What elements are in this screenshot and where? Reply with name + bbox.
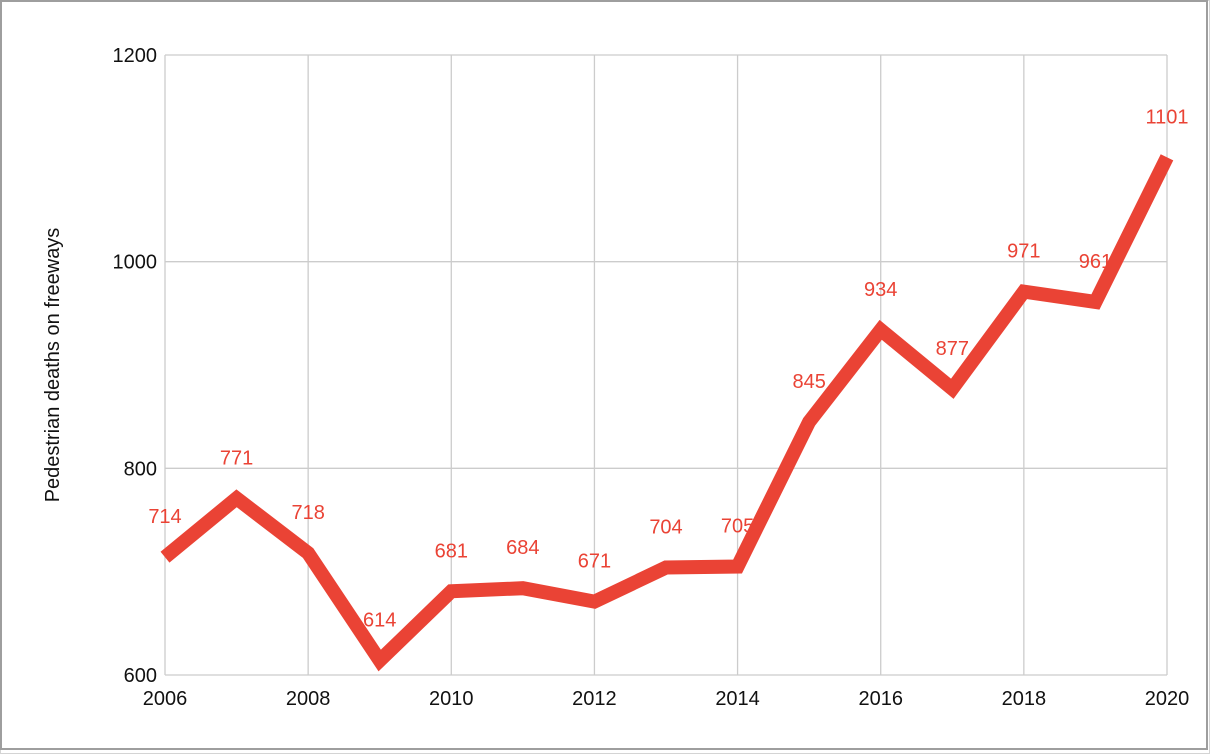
- x-tick-label: 2014: [715, 688, 760, 710]
- data-label: 771: [220, 447, 253, 469]
- x-tick-label: 2020: [1145, 688, 1190, 710]
- y-tick-label: 600: [124, 665, 157, 687]
- data-label: 934: [864, 279, 897, 301]
- data-label: 684: [506, 537, 539, 559]
- data-label: 705: [721, 516, 754, 538]
- x-tick-label: 2008: [286, 688, 331, 710]
- data-label: 671: [578, 551, 611, 573]
- data-label: 845: [792, 371, 825, 393]
- data-label: 718: [291, 502, 324, 524]
- data-label: 971: [1007, 241, 1040, 263]
- x-tick-label: 2010: [429, 688, 474, 710]
- x-tick-label: 2016: [858, 688, 903, 710]
- series-line: [160, 154, 1174, 672]
- data-label: 681: [435, 540, 468, 562]
- data-label: 1101: [1145, 106, 1188, 128]
- y-tick-label: 800: [124, 458, 157, 480]
- y-tick-label: 1000: [113, 252, 158, 274]
- y-axis-title: Pedestrian deaths on freeways: [42, 228, 64, 503]
- y-tick-label: 1200: [113, 45, 158, 67]
- data-label: 704: [649, 517, 682, 539]
- x-tick-label: 2012: [572, 688, 617, 710]
- x-tick-label: 2006: [143, 688, 188, 710]
- data-label: 614: [363, 610, 396, 632]
- data-label: 961: [1079, 251, 1112, 273]
- x-tick-label: 2018: [1002, 688, 1047, 710]
- data-label: 877: [936, 338, 969, 360]
- data-label: 714: [148, 506, 181, 528]
